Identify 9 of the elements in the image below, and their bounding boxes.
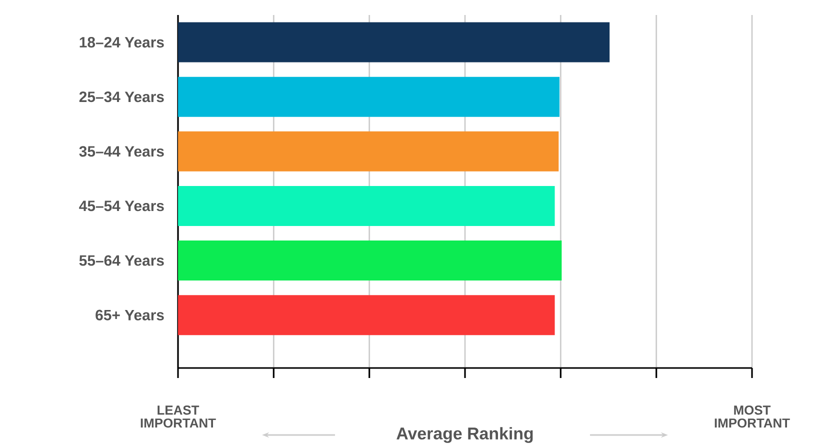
x-axis-title: Average Ranking bbox=[396, 427, 533, 443]
text: MOST IMPORTANT bbox=[714, 406, 790, 428]
y-tick-label: 25–34 Years bbox=[79, 92, 164, 102]
y-tick-label: 18–24 Years bbox=[80, 36, 164, 48]
y-tick-label: 45–54 Years bbox=[79, 200, 164, 212]
y-tick-label: 35–44 Years bbox=[79, 146, 164, 157]
y-tick-label: 55–64 Years bbox=[79, 255, 164, 266]
text: LEAST IMPORTANT bbox=[140, 406, 216, 428]
y-tick-label: 65+ Years bbox=[96, 310, 164, 320]
